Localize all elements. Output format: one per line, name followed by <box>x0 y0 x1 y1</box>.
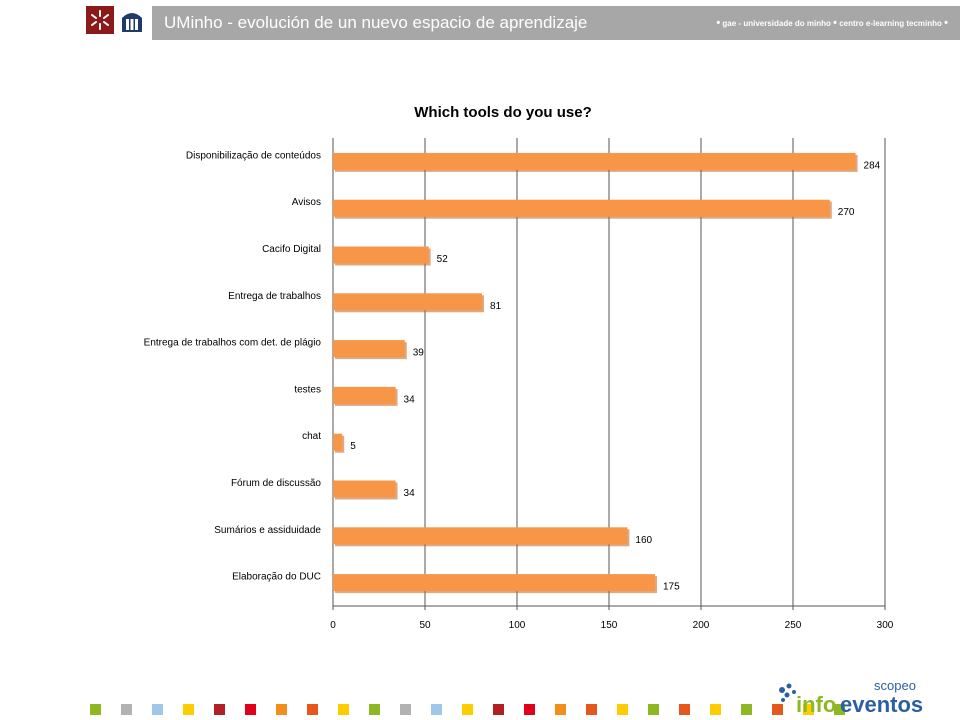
decorative-square <box>586 704 597 715</box>
decorative-square <box>462 704 473 715</box>
header-subtitle-part: centro e-learning tecminho <box>839 19 942 28</box>
decorative-square <box>648 704 659 715</box>
decorative-square <box>431 704 442 715</box>
value-label: 39 <box>413 348 425 359</box>
decorative-square <box>183 704 194 715</box>
value-label: 175 <box>663 582 680 593</box>
brand-scopeo: scopeo <box>874 678 916 693</box>
bar <box>333 246 429 264</box>
decorative-square <box>307 704 318 715</box>
decorative-square <box>710 704 721 715</box>
header-subtitle: • gae - universidade do minho • centro e… <box>716 17 948 29</box>
decorative-square <box>772 704 783 715</box>
bar <box>333 527 628 545</box>
decorative-square <box>679 704 690 715</box>
value-label: 160 <box>635 535 652 546</box>
decorative-square <box>369 704 380 715</box>
bar-chart: Which tools do you use? Disponibilização… <box>144 104 894 631</box>
value-label: 270 <box>838 207 855 218</box>
decorative-square <box>276 704 287 715</box>
category-label: Sumários e assiduidade <box>214 525 321 536</box>
header-bar: UMinho - evolución de un nuevo espacio d… <box>152 6 960 40</box>
category-label: Entrega de trabalhos <box>228 291 321 302</box>
decorative-square <box>524 704 535 715</box>
x-tick-label: 100 <box>509 620 526 631</box>
bar <box>333 152 856 170</box>
category-label: Avisos <box>292 197 321 208</box>
decorative-square <box>90 704 101 715</box>
bar <box>333 386 396 404</box>
decorative-square <box>338 704 349 715</box>
x-tick-label: 250 <box>785 620 802 631</box>
x-tick-label: 50 <box>419 620 431 631</box>
x-tick-label: 200 <box>693 620 710 631</box>
category-label: chat <box>302 431 321 442</box>
decorative-square <box>617 704 628 715</box>
value-label: 52 <box>437 254 449 265</box>
x-tick-label: 150 <box>601 620 618 631</box>
decorative-square <box>152 704 163 715</box>
uminho-logo <box>86 6 114 34</box>
category-label: testes <box>294 384 321 395</box>
scopeo-infoeventos-logo: scopeo info eventos <box>779 678 923 716</box>
decorative-square <box>400 704 411 715</box>
value-label: 34 <box>404 488 416 499</box>
value-label: 5 <box>350 441 356 452</box>
decorative-square <box>121 704 132 715</box>
value-label: 81 <box>490 301 502 312</box>
university-building-icon <box>118 6 146 34</box>
bar <box>333 433 343 451</box>
category-label: Fórum de discussão <box>231 478 321 489</box>
category-label: Elaboração do DUC <box>232 572 321 583</box>
decorative-square <box>493 704 504 715</box>
decorative-square <box>741 704 752 715</box>
header-title: UMinho - evolución de un nuevo espacio d… <box>164 13 588 32</box>
chart-title: Which tools do you use? <box>414 104 592 121</box>
bar <box>333 293 483 311</box>
category-label: Disponibilização de conteúdos <box>186 150 321 161</box>
brand-info: info <box>796 692 836 716</box>
bar <box>333 340 405 358</box>
decorative-square <box>803 704 814 715</box>
decorative-square <box>555 704 566 715</box>
bar <box>333 199 830 217</box>
decorative-square <box>834 704 845 715</box>
value-label: 34 <box>404 394 416 405</box>
value-label: 284 <box>864 160 881 171</box>
decorative-square <box>214 704 225 715</box>
bar <box>333 574 655 592</box>
category-label: Cacifo Digital <box>262 244 321 255</box>
uminho-star-icon <box>91 10 109 30</box>
brand-eventos: eventos <box>840 692 923 716</box>
category-label: Entrega de trabalhos com det. de plágio <box>144 338 322 349</box>
x-tick-label: 300 <box>877 620 894 631</box>
x-tick-label: 0 <box>330 620 336 631</box>
bar <box>333 480 396 498</box>
header-subtitle-part: gae - universidade do minho <box>722 19 831 28</box>
decorative-square <box>245 704 256 715</box>
